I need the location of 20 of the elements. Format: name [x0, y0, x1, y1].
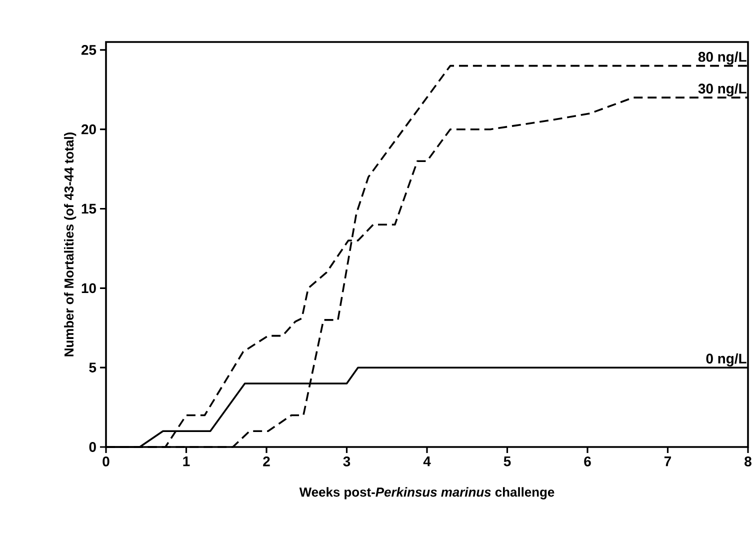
x-axis-title: Weeks post-Perkinsus marinus challenge [299, 487, 554, 500]
y-tick-label: 5 [89, 362, 96, 372]
x-tick-label: 4 [423, 456, 431, 466]
y-tick-label: 25 [81, 44, 96, 55]
y-tick-label: 10 [82, 283, 96, 294]
y-tick-label: 20 [81, 124, 96, 134]
x-tick-label: 0 [102, 456, 110, 466]
series-label: 0 ng/L [706, 353, 746, 366]
x-tick-label: 6 [584, 456, 591, 466]
y-tick-label: 0 [89, 442, 96, 452]
y-axis-title: Number of Mortalities (of 43-44 total) [64, 132, 76, 356]
x-tick-label: 5 [504, 456, 511, 466]
x-tick-label: 1 [183, 456, 190, 466]
series-label: 80 ng/L [698, 52, 746, 65]
x-tick-label: 3 [343, 456, 350, 466]
x-tick-label: 8 [744, 456, 752, 466]
x-tick-label: 2 [263, 456, 270, 466]
y-tick-label: 15 [82, 204, 96, 214]
series-label: 30 ng/L [698, 83, 746, 96]
x-tick-label: 7 [664, 456, 672, 466]
